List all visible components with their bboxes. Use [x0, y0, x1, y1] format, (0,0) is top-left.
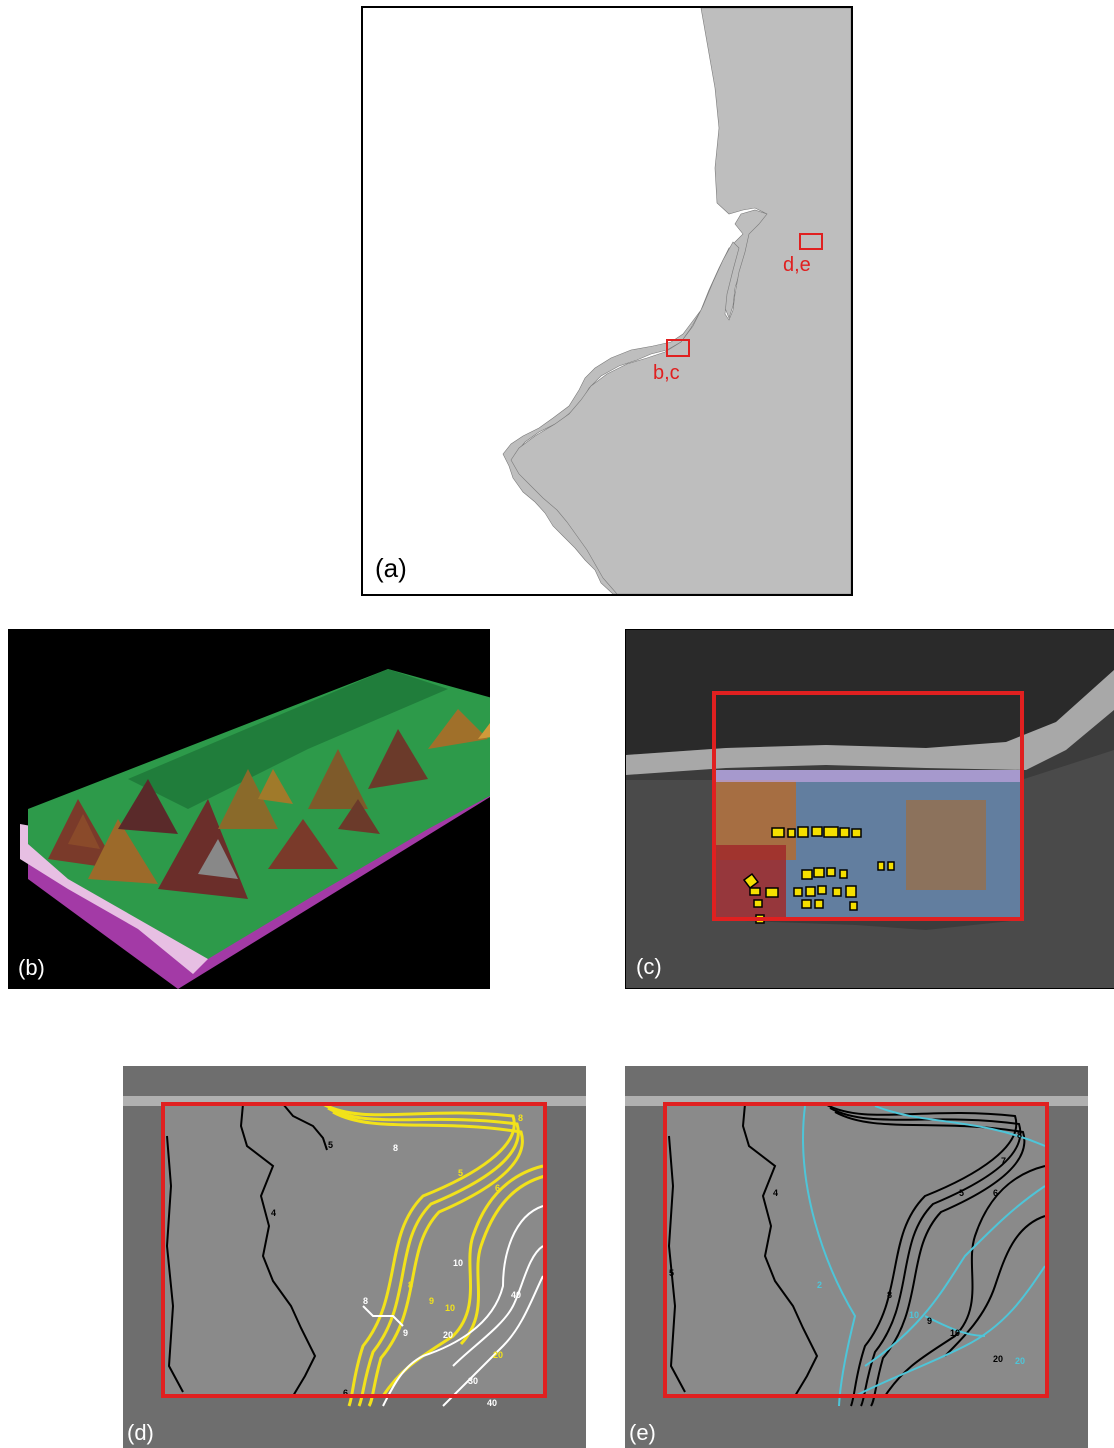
contour-label-yellow-20: 20 [493, 1350, 503, 1360]
study-area-outline-e [663, 1102, 1049, 1398]
forest [626, 750, 1114, 988]
terrain-peaks [48, 709, 490, 899]
contour-panel-e: 4 5 8 7 6 5 8 9 10 20 2 10 20 (e) [625, 1066, 1088, 1448]
e-contour-label-black-8b: 8 [887, 1290, 892, 1300]
contour-label-yellow-10: 10 [445, 1303, 455, 1313]
panel-c-label: (c) [636, 954, 662, 979]
site-label-bc: b,c [653, 362, 680, 384]
study-area-outline [712, 691, 1024, 921]
road-top [123, 1096, 586, 1106]
field-area-e [665, 1106, 1045, 1396]
site-box-bc [666, 339, 690, 357]
e-contour-label-cyan-20: 20 [1015, 1356, 1025, 1366]
yellow-contours [322, 1102, 546, 1407]
contour-label-white-30: 30 [468, 1376, 478, 1386]
e-contour-label-black-8a: 8 [1017, 1130, 1022, 1140]
contour-label-white-8b: 8 [363, 1296, 368, 1306]
site-label-de: d,e [783, 254, 811, 276]
e-contour-label-black-5b: 5 [959, 1188, 964, 1198]
contour-label-white-40a: 40 [511, 1290, 521, 1300]
inundation-overlay-orange2 [906, 800, 986, 890]
e-contour-label-black-20: 20 [993, 1354, 1003, 1364]
contour-label-black-6: 6 [343, 1388, 348, 1398]
building-markers [742, 826, 895, 924]
overview-map-panel: d,e b,c (a) [361, 6, 853, 596]
terrain-3d-panel: (b) [8, 629, 490, 989]
e-contour-label-black-9: 9 [927, 1316, 932, 1326]
coast-land-main [510, 8, 851, 594]
cyan-contours [802, 1105, 1046, 1407]
e-contour-label-cyan-10: 10 [909, 1310, 919, 1320]
contour-label-black-4: 4 [271, 1208, 276, 1218]
contour-label-white-10: 10 [453, 1258, 463, 1268]
black-contours [165, 1103, 328, 1397]
aerial-buildings-panel: (c) [625, 629, 1114, 989]
terrain-surface [20, 669, 490, 989]
contour-label-white-40b: 40 [487, 1398, 497, 1408]
surf-zone [626, 670, 1114, 775]
e-contour-label-black-4: 4 [773, 1188, 778, 1198]
black-contours-e [667, 1103, 1046, 1407]
terrain-dark-green [128, 669, 448, 809]
contour-label-yellow-5: 5 [458, 1168, 463, 1178]
e-contour-label-black-7: 7 [1001, 1156, 1006, 1166]
contour-panel-d: 5 4 6 8 5 6 8 9 10 20 8 10 8 9 20 40 30 … [123, 1066, 586, 1448]
coastline-map [502, 8, 851, 594]
e-contour-label-black-5a: 5 [669, 1268, 674, 1278]
e-contour-label-black-6: 6 [993, 1188, 998, 1198]
contour-label-yellow-6: 6 [495, 1183, 500, 1193]
panel-b-label: (b) [18, 955, 45, 980]
e-contour-label-black-10: 10 [950, 1328, 960, 1338]
contour-label-white-20: 20 [443, 1330, 453, 1340]
white-contours [362, 1205, 544, 1407]
study-area-outline-d [161, 1102, 547, 1398]
road-top-e [625, 1096, 1088, 1106]
inundation-overlay-purple [716, 770, 1021, 782]
aerial-photo [626, 630, 1114, 988]
contour-label-yellow-9: 9 [429, 1296, 434, 1306]
contour-label-black-5: 5 [328, 1140, 333, 1150]
contour-map-d: 5 4 6 8 5 6 8 9 10 20 8 10 8 9 20 40 30 … [123, 1066, 586, 1448]
contour-map-e: 4 5 8 7 6 5 8 9 10 20 2 10 20 [625, 1066, 1088, 1448]
contour-label-yellow-8b: 8 [408, 1280, 413, 1290]
contour-label-white-8a: 8 [393, 1143, 398, 1153]
field-area [163, 1106, 543, 1396]
contour-label-yellow-8a: 8 [518, 1113, 523, 1123]
e-contour-label-cyan-2: 2 [817, 1280, 822, 1290]
contour-label-white-9: 9 [403, 1328, 408, 1338]
site-box-de [799, 233, 823, 250]
panel-e-label: (e) [629, 1420, 656, 1445]
panel-a-label: (a) [375, 553, 407, 583]
panel-d-label: (d) [127, 1420, 154, 1445]
